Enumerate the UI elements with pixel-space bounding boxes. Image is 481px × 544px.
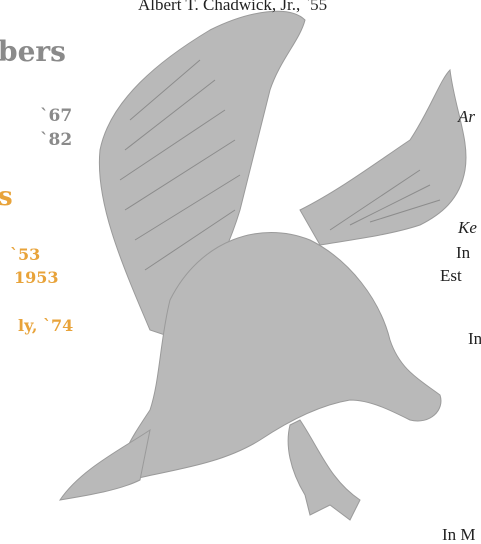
page: {"header": {"line": "Albert T. Chadwick,…: [0, 0, 481, 543]
right-item: In: [468, 330, 481, 347]
talon: [288, 420, 360, 520]
member-item: `67: [40, 108, 72, 125]
right-item: Ar: [458, 108, 475, 125]
section-heading: s: [0, 184, 13, 210]
eagle-illustration: [0, 0, 481, 543]
member-item: ly, `74: [18, 318, 73, 334]
member-item: `53: [10, 247, 40, 263]
wing: [300, 70, 466, 245]
right-item: In M: [442, 526, 476, 543]
header-line: Albert T. Chadwick, Jr., `55: [138, 0, 327, 13]
member-item: `82: [40, 132, 72, 149]
right-item: Est: [440, 267, 462, 284]
tail: [60, 430, 150, 500]
member-item: 1953: [14, 270, 59, 286]
right-item: In: [456, 244, 470, 261]
section-heading: bers: [0, 38, 66, 66]
right-item: Ke: [458, 219, 477, 236]
